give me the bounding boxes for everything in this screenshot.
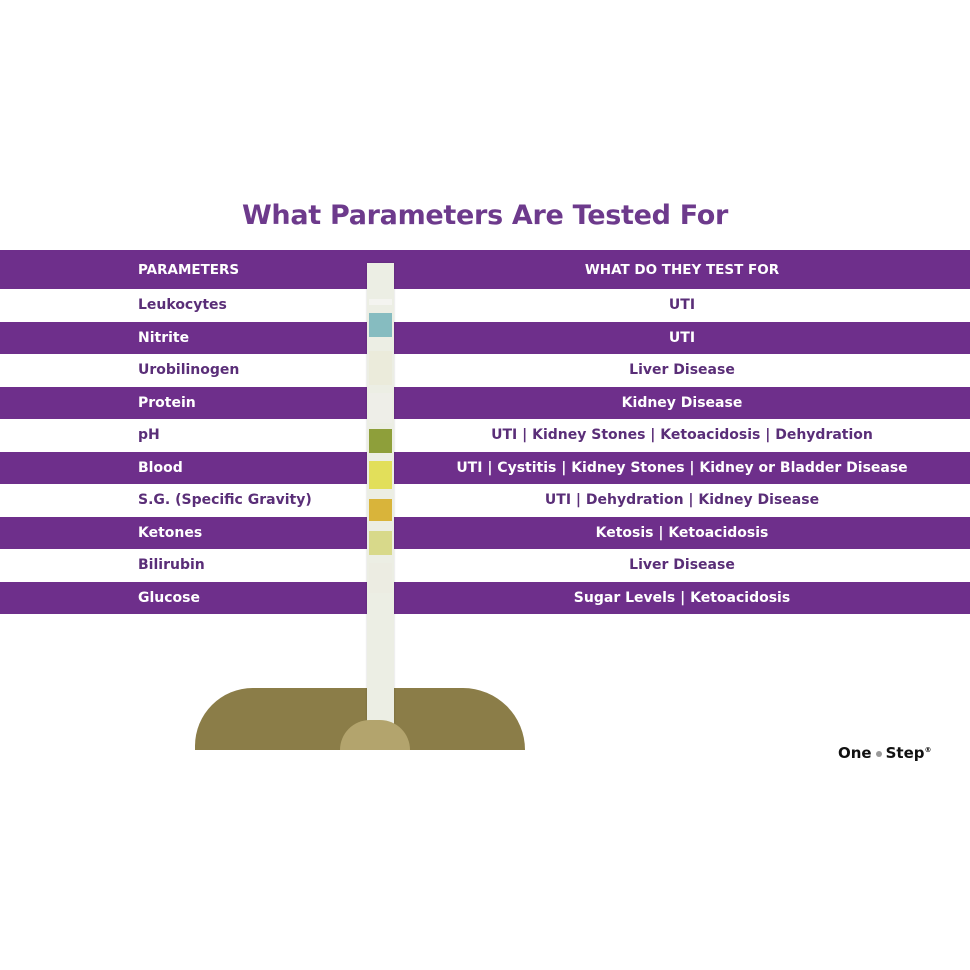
parameter-tests: Ketosis | Ketoacidosis bbox=[595, 524, 769, 541]
table-row: Nitrite UTI bbox=[0, 321, 970, 354]
test-strip-image bbox=[367, 263, 394, 733]
parameter-name: Protein bbox=[138, 394, 196, 411]
parameter-tests: Kidney Disease bbox=[621, 394, 743, 411]
table-row: Protein Kidney Disease bbox=[0, 386, 970, 419]
parameters-table: PARAMETERS WHAT DO THEY TEST FOR Leukocy… bbox=[0, 250, 970, 614]
parameter-tests: Liver Disease bbox=[629, 362, 735, 379]
table-row: Glucose Sugar Levels | Ketoacidosis bbox=[0, 581, 970, 614]
table-row: Urobilinogen Liver Disease bbox=[0, 354, 970, 387]
logo-dot-icon bbox=[875, 750, 882, 757]
table-row: S.G. (Specific Gravity) UTI | Dehydration… bbox=[0, 484, 970, 517]
parameter-name: Bilirubin bbox=[138, 557, 205, 574]
parameter-name: Ketones bbox=[138, 524, 203, 541]
parameter-name: Blood bbox=[138, 459, 183, 476]
parameter-name: S.G. (Specific Gravity) bbox=[138, 492, 312, 509]
table-row: Ketones Ketosis | Ketoacidosis bbox=[0, 516, 970, 549]
parameter-name: Glucose bbox=[138, 589, 201, 606]
header-tests: WHAT DO THEY TEST FOR bbox=[584, 261, 780, 278]
table-row: Leukocytes UTI bbox=[0, 289, 970, 322]
one-step-logo: One Step® bbox=[838, 744, 932, 762]
table-row: Blood UTI | Cystitis | Kidney Stones | Ki… bbox=[0, 451, 970, 484]
table-row: Bilirubin Liver Disease bbox=[0, 549, 970, 582]
page-title: What Parameters Are Tested For bbox=[241, 200, 729, 231]
parameter-tests: Sugar Levels | Ketoacidosis bbox=[573, 589, 791, 606]
parameter-tests: UTI | Dehydration | Kidney Disease bbox=[544, 492, 820, 509]
parameter-tests: UTI bbox=[668, 297, 696, 314]
parameter-tests: UTI | Kidney Stones | Ketoacidosis | Deh… bbox=[491, 427, 873, 444]
parameter-name: Nitrite bbox=[138, 329, 190, 346]
parameter-name: pH bbox=[138, 427, 160, 444]
table-header: PARAMETERS WHAT DO THEY TEST FOR bbox=[0, 250, 970, 289]
parameter-name: Urobilinogen bbox=[138, 362, 240, 379]
parameter-tests: Liver Disease bbox=[629, 557, 735, 574]
parameter-tests: UTI bbox=[668, 329, 696, 346]
parameter-tests: UTI | Cystitis | Kidney Stones | Kidney … bbox=[456, 459, 908, 476]
header-parameters: PARAMETERS bbox=[138, 261, 240, 278]
parameter-name: Leukocytes bbox=[138, 297, 227, 314]
table-row: pH UTI | Kidney Stones | Ketoacidosis | D… bbox=[0, 419, 970, 452]
